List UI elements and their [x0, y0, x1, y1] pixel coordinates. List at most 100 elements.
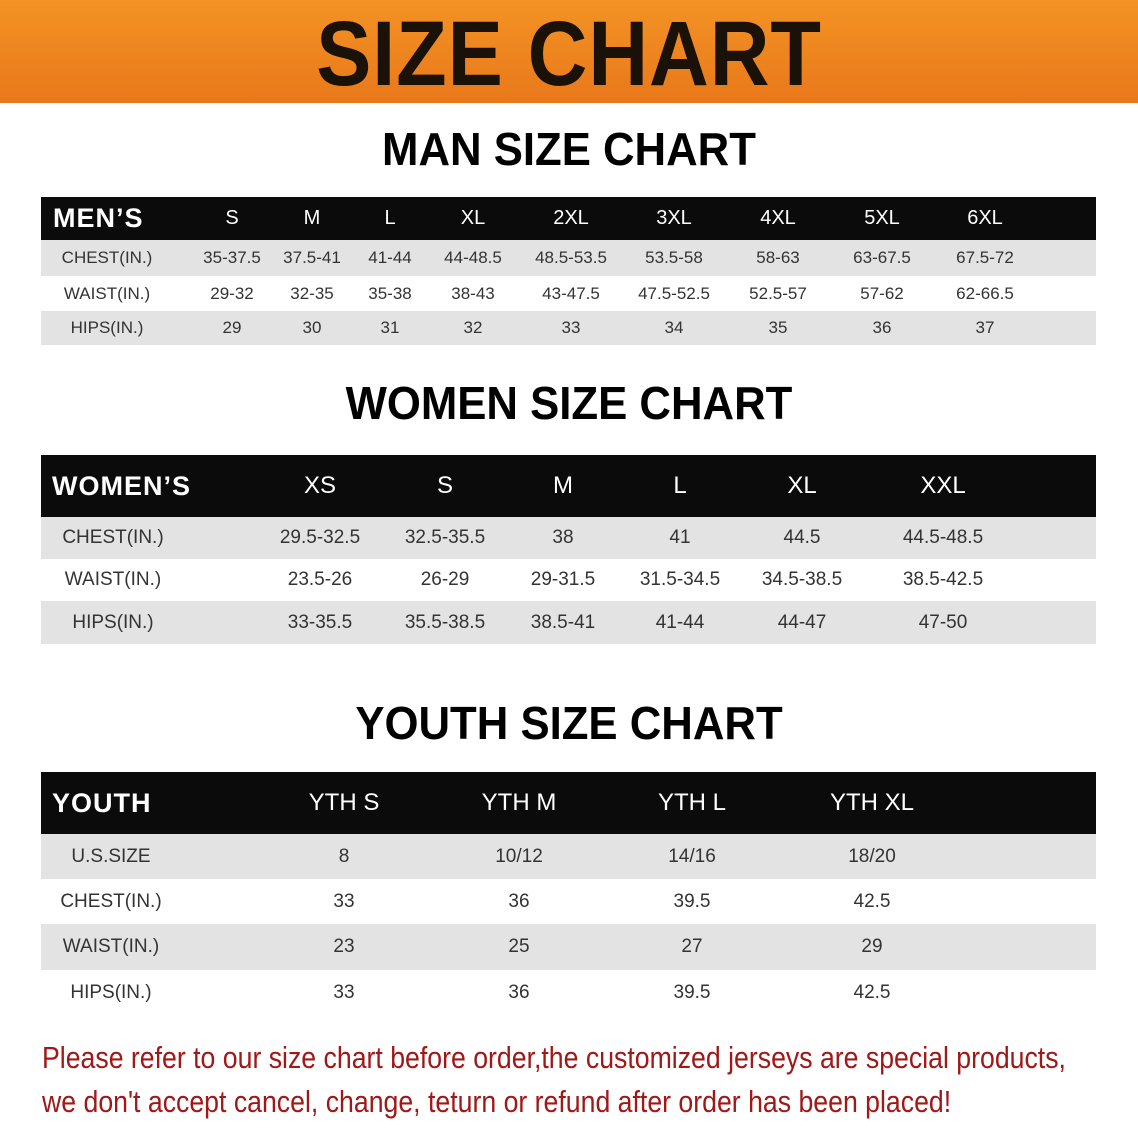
table-row: CHEST(IN.) 35-37.5 37.5-41 41-44 44-48.5 48.5…: [41, 240, 1096, 276]
row-label: HIPS(IN.): [70, 318, 144, 337]
notice-line-2: we don't accept cancel, change, teturn o…: [42, 1084, 952, 1119]
table-cell: 44-47: [777, 611, 827, 633]
women-header-row: WOMEN’S XS S M L XL XXL: [41, 455, 1096, 517]
table-cell: 27: [681, 936, 703, 957]
men-size-table: MEN’S S M L XL 2XL 3XL 4XL 5XL 6XL CHEST(IN.) 35-37…: [41, 197, 1096, 345]
table-cell: 14/16: [668, 845, 716, 867]
women-header-label: WOMEN’S: [52, 470, 191, 501]
table-cell: 38: [552, 527, 574, 548]
table-cell: 26-29: [420, 569, 470, 590]
table-cell: 35-38: [368, 283, 412, 303]
table-cell: 38-43: [451, 283, 495, 303]
table-row: CHEST(IN.) 33 36 39.5 42.5: [41, 879, 1096, 924]
women-size-l: L: [673, 472, 687, 499]
table-cell: 8: [338, 845, 350, 867]
men-size-m: M: [303, 207, 321, 229]
table-cell: 42.5: [853, 981, 891, 1003]
men-size-2xl: 2XL: [553, 207, 589, 229]
table-cell: 39.5: [673, 981, 711, 1003]
youth-header-label: YOUTH: [52, 787, 152, 818]
table-cell: 32-35: [290, 283, 334, 303]
youth-size-yth-s: YTH S: [308, 789, 380, 816]
row-label: HIPS(IN.): [70, 981, 152, 1003]
youth-size-yth-m: YTH M: [481, 789, 557, 816]
row-label: CHEST(IN.): [60, 890, 162, 912]
men-size-4xl: 4XL: [760, 207, 796, 229]
table-cell: 48.5-53.5: [535, 248, 607, 267]
table-cell: 25: [508, 936, 530, 957]
row-label: WAIST(IN.): [62, 936, 160, 957]
notice-line-1: Please refer to our size chart before or…: [42, 1040, 1066, 1075]
table-cell: 44.5: [783, 527, 821, 548]
table-cell: 33: [561, 318, 581, 337]
table-cell: 10/12: [495, 845, 543, 867]
table-cell: 31: [380, 318, 400, 337]
table-cell: 41: [669, 527, 691, 548]
table-cell: 33: [333, 890, 355, 912]
row-label: CHEST(IN.): [62, 527, 164, 548]
men-header-label: MEN’S: [53, 203, 144, 233]
table-cell: 32: [463, 318, 483, 337]
table-row: HIPS(IN.) 33-35.5 35.5-38.5 38.5-41 41-44 44-…: [41, 601, 1096, 644]
table-cell: 29: [222, 318, 242, 337]
row-label: HIPS(IN.): [72, 611, 154, 633]
table-cell: 33: [333, 981, 355, 1003]
table-cell: 30: [302, 318, 322, 337]
men-size-s: S: [225, 207, 239, 229]
men-size-3xl: 3XL: [656, 207, 692, 229]
table-cell: 58-63: [756, 248, 800, 267]
table-row: HIPS(IN.) 33 36 39.5 42.5: [41, 970, 1096, 1015]
women-size-xl: XL: [787, 472, 817, 499]
table-cell: 37: [975, 318, 995, 337]
row-label: U.S.SIZE: [71, 845, 151, 867]
table-cell: 39.5: [673, 890, 711, 912]
men-title: MAN SIZE CHART: [382, 123, 756, 175]
table-cell: 37.5-41: [283, 248, 341, 267]
table-cell: 23.5-26: [287, 569, 353, 590]
table-cell: 53.5-58: [645, 248, 703, 267]
table-cell: 47-50: [918, 611, 968, 633]
row-label: CHEST(IN.): [61, 248, 153, 267]
table-cell: 57-62: [860, 283, 904, 303]
table-row: WAIST(IN.) 23.5-26 26-29 29-31.5 31.5-34.5 34…: [41, 559, 1096, 601]
table-cell: 29: [861, 936, 883, 957]
women-size-xxl: XXL: [920, 472, 966, 499]
youth-size-table: YOUTH YTH S YTH M YTH L YTH XL U.S.SIZE 8 10/12…: [41, 772, 1096, 1015]
women-size-m: M: [553, 472, 573, 499]
table-row: HIPS(IN.) 29 30 31 32 33 34 35 36 37: [41, 311, 1096, 345]
table-cell: 38.5-41: [530, 611, 596, 633]
table-cell: 29-32: [210, 283, 254, 303]
table-row: WAIST(IN.) 29-32 32-35 35-38 38-43 43-47.5 47.…: [41, 276, 1096, 311]
table-cell: 35: [768, 318, 788, 337]
youth-header-row: YOUTH YTH S YTH M YTH L YTH XL: [41, 772, 1096, 834]
table-cell: 18/20: [848, 845, 896, 867]
table-row: CHEST(IN.) 29.5-32.5 32.5-35.5 38 41 44.5 44.5…: [41, 517, 1096, 559]
table-cell: 36: [508, 890, 530, 912]
table-row: WAIST(IN.) 23 25 27 29: [41, 924, 1096, 970]
women-title: WOMEN SIZE CHART: [345, 377, 793, 429]
men-size-6xl: 6XL: [967, 207, 1003, 229]
banner: SIZE CHART: [0, 0, 1138, 105]
table-cell: 23: [333, 936, 355, 957]
table-cell: 33-35.5: [287, 611, 353, 633]
youth-size-yth-xl: YTH XL: [829, 789, 915, 816]
table-cell: 67.5-72: [956, 248, 1014, 267]
women-size-table: WOMEN’S XS S M L XL XXL CHEST(IN.) 29.5-32.5 32.5…: [41, 455, 1096, 644]
table-cell: 43-47.5: [542, 283, 600, 303]
row-label: WAIST(IN.): [64, 569, 162, 590]
table-cell: 44-48.5: [444, 248, 502, 267]
banner-title: SIZE CHART: [316, 3, 822, 105]
table-cell: 29-31.5: [530, 569, 596, 590]
row-label: WAIST(IN.): [63, 283, 151, 303]
table-cell: 38.5-42.5: [902, 569, 984, 590]
table-cell: 62-66.5: [956, 283, 1014, 303]
table-row: U.S.SIZE 8 10/12 14/16 18/20: [41, 834, 1096, 879]
table-cell: 36: [872, 318, 892, 337]
youth-title: YOUTH SIZE CHART: [355, 697, 783, 749]
women-size-s: S: [436, 472, 454, 499]
table-cell: 34.5-38.5: [761, 569, 843, 590]
table-cell: 47.5-52.5: [638, 283, 710, 303]
table-cell: 52.5-57: [749, 283, 807, 303]
table-cell: 32.5-35.5: [404, 527, 486, 548]
table-cell: 44.5-48.5: [902, 527, 984, 548]
